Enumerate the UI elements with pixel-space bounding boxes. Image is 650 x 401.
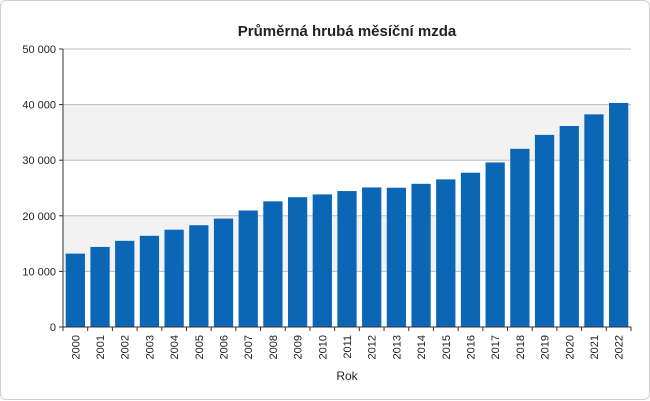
bar-2006 bbox=[213, 218, 234, 327]
x-tick-label: 2011 bbox=[342, 335, 354, 359]
x-tick-label: 2003 bbox=[144, 335, 156, 359]
x-tick-label: 2022 bbox=[614, 335, 626, 359]
bar-2018 bbox=[510, 148, 530, 327]
plot-band bbox=[63, 49, 631, 105]
x-tick-label: 2000 bbox=[70, 335, 82, 359]
x-tick-label: 2020 bbox=[564, 335, 576, 359]
bar-2022 bbox=[609, 102, 629, 327]
x-tick-label: 2012 bbox=[367, 335, 379, 359]
x-tick-label: 2002 bbox=[120, 335, 132, 359]
x-tick-label: 2004 bbox=[169, 335, 181, 359]
x-axis-label: Rok bbox=[336, 369, 358, 383]
x-tick-label: 2007 bbox=[243, 335, 255, 359]
y-tick-label: 30 000 bbox=[22, 155, 56, 167]
bar-2017 bbox=[485, 162, 505, 327]
bar-2000 bbox=[65, 253, 85, 327]
x-tick-label: 2014 bbox=[416, 335, 428, 359]
x-tick-label: 2016 bbox=[465, 335, 477, 359]
x-tick-labels: 2000 2001 2002 2003 2004 2005 2006 2007 2008 2009… bbox=[70, 335, 625, 359]
bar-2019 bbox=[534, 134, 555, 327]
x-tick-label: 2017 bbox=[490, 335, 502, 359]
x-tick-label: 2019 bbox=[540, 335, 552, 359]
x-tick-label: 2010 bbox=[317, 335, 329, 359]
y-tick-labels: 0 10 000 20 000 30 000 40 000 50 000 bbox=[22, 44, 56, 334]
y-tick-label: 40 000 bbox=[22, 100, 56, 112]
bar-2010 bbox=[312, 194, 332, 327]
bar-2005 bbox=[189, 225, 209, 327]
x-tick-label: 2013 bbox=[391, 335, 403, 359]
x-tick-label: 2006 bbox=[219, 335, 231, 359]
bar-2011 bbox=[337, 191, 357, 327]
x-tick-label: 2001 bbox=[95, 335, 107, 359]
bar-2014 bbox=[411, 183, 431, 327]
y-tick-label: 10 000 bbox=[22, 266, 56, 278]
chart-title: Průměrná hrubá měsíční mzda bbox=[238, 23, 457, 40]
x-tick-label: 2005 bbox=[194, 335, 206, 359]
y-tick-label: 50 000 bbox=[22, 44, 56, 56]
bar-2003 bbox=[139, 235, 160, 327]
bar-2015 bbox=[436, 179, 456, 327]
bar-2016 bbox=[460, 172, 481, 327]
bars bbox=[65, 102, 629, 327]
x-tick-label: 2015 bbox=[441, 335, 453, 359]
x-tick-label: 2008 bbox=[268, 335, 280, 359]
bar-2001 bbox=[90, 246, 110, 327]
bar-2002 bbox=[115, 240, 135, 327]
bar-2013 bbox=[386, 187, 407, 327]
bar-2007 bbox=[238, 210, 258, 327]
x-tick-label: 2009 bbox=[293, 335, 305, 359]
x-tick-label: 2018 bbox=[515, 335, 527, 359]
y-tick-label: 20 000 bbox=[22, 211, 56, 223]
bar-2020 bbox=[559, 126, 579, 327]
y-tick-label: 0 bbox=[50, 322, 56, 334]
bar-2021 bbox=[584, 114, 604, 327]
bar-2004 bbox=[164, 229, 184, 327]
bar-2012 bbox=[362, 187, 382, 327]
axes bbox=[59, 48, 632, 331]
bar-2009 bbox=[287, 197, 308, 327]
x-tick-label: 2021 bbox=[589, 335, 601, 359]
bar-2008 bbox=[263, 201, 283, 327]
